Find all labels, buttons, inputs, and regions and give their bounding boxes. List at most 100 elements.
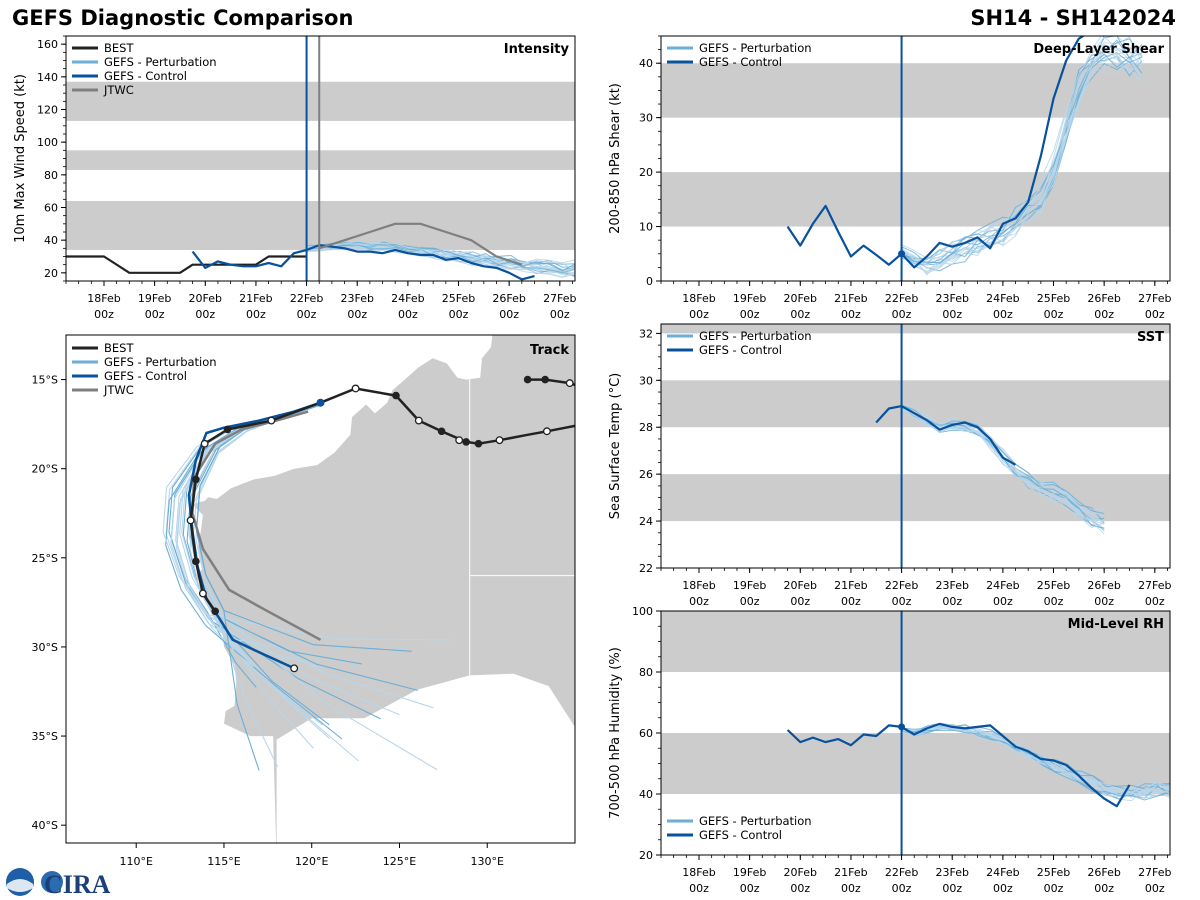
legend-label: GEFS - Perturbation bbox=[699, 41, 812, 55]
best-track-point-open bbox=[565, 379, 574, 388]
x-tick-label-date: 25Feb bbox=[1037, 866, 1070, 879]
x-tick-label-date: 19Feb bbox=[733, 292, 766, 305]
legend-label: GEFS - Control bbox=[699, 828, 782, 842]
threshold-band bbox=[661, 324, 1170, 334]
legend-label: GEFS - Perturbation bbox=[104, 355, 217, 369]
threshold-band bbox=[661, 611, 1170, 672]
x-tick-label-date: 20Feb bbox=[189, 292, 222, 305]
best-track-point-open bbox=[267, 416, 276, 425]
lat-tick-label: 20°S bbox=[32, 463, 58, 476]
best-track-point-open bbox=[455, 436, 464, 445]
y-tick-label: 120 bbox=[37, 104, 58, 117]
x-tick-label-date: 21Feb bbox=[834, 292, 867, 305]
axes-frame bbox=[660, 323, 1171, 569]
x-tick-label-date: 20Feb bbox=[784, 866, 817, 879]
legend-label: GEFS - Control bbox=[699, 343, 782, 357]
best-track-point-open bbox=[495, 436, 504, 445]
y-tick-label: 30 bbox=[639, 374, 653, 387]
lat-tick-label: 15°S bbox=[32, 374, 58, 387]
x-tick-label-date: 25Feb bbox=[1037, 579, 1070, 592]
perturbation-member-line bbox=[901, 729, 1170, 801]
x-tick-label-date: 24Feb bbox=[986, 866, 1019, 879]
x-tick-label-date: 26Feb bbox=[1087, 866, 1120, 879]
lon-tick-label: 115°E bbox=[207, 855, 240, 868]
x-tick-label-hour: 00z bbox=[790, 595, 810, 608]
best-track-point bbox=[437, 427, 446, 436]
x-tick-label-hour: 00z bbox=[740, 595, 760, 608]
y-tick-label: 40 bbox=[44, 234, 58, 247]
x-tick-label-hour: 00z bbox=[689, 882, 709, 895]
legend-label: GEFS - Perturbation bbox=[699, 329, 812, 343]
x-tick-label-date: 27Feb bbox=[1138, 579, 1171, 592]
x-tick-label-hour: 00z bbox=[195, 308, 215, 321]
perturbation-member-line bbox=[901, 52, 1143, 264]
x-tick-label-hour: 00z bbox=[1044, 882, 1064, 895]
perturbation-member-line bbox=[901, 43, 1143, 261]
track-map: 110°E 115°E 120°E 125°E 130°E 15°S 20°S 25°S 30°… bbox=[32, 334, 576, 868]
x-tick-label-date: 25Feb bbox=[442, 292, 475, 305]
x-tick-label-date: 23Feb bbox=[935, 579, 968, 592]
x-tick-label-date: 23Feb bbox=[935, 866, 968, 879]
x-tick-label-hour: 00z bbox=[740, 308, 760, 321]
best-track-point-open bbox=[414, 416, 423, 425]
lat-tick-label: 35°S bbox=[32, 730, 58, 743]
lat-tick-label: 25°S bbox=[32, 552, 58, 565]
best-track-point bbox=[541, 375, 549, 384]
best-track-point bbox=[392, 391, 400, 400]
x-tick-label-hour: 00z bbox=[1145, 308, 1165, 321]
legend-label: GEFS - Control bbox=[104, 69, 187, 83]
y-axis-label: Sea Surface Temp (°C) bbox=[608, 373, 623, 520]
map-frame bbox=[65, 334, 576, 844]
y-tick-label: 80 bbox=[639, 666, 653, 679]
best-track-point bbox=[474, 439, 483, 448]
x-tick-label-hour: 00z bbox=[892, 882, 912, 895]
jtwc-series-line bbox=[318, 222, 523, 266]
storm-id: SH14 - SH142024 bbox=[970, 6, 1176, 30]
x-tick-label-hour: 00z bbox=[398, 308, 418, 321]
x-tick-label-hour: 00z bbox=[689, 595, 709, 608]
chart-sst: 22 24 26 28 30 32 Sea Surface Temp (°C) 18Feb 00… bbox=[608, 323, 1172, 608]
noaa-cira-logo: CIRA bbox=[6, 868, 111, 898]
x-tick-label-hour: 00z bbox=[449, 308, 469, 321]
y-tick-label: 60 bbox=[44, 202, 58, 215]
best-track-point bbox=[523, 375, 532, 384]
x-tick-label-date: 19Feb bbox=[138, 292, 171, 305]
panel-title: Intensity bbox=[504, 42, 570, 57]
lon-tick-label: 120°E bbox=[295, 855, 328, 868]
y-tick-label: 140 bbox=[37, 71, 58, 84]
chart-intensity: 20 40 60 80 100 120 140 160 10m Max Wind Speed (… bbox=[13, 35, 577, 321]
x-tick-label-hour: 00z bbox=[1094, 308, 1114, 321]
x-tick-label-hour: 00z bbox=[94, 308, 114, 321]
plot-area bbox=[661, 36, 1170, 276]
best-track-point-open bbox=[290, 664, 299, 673]
y-axis-label: 700-500 hPa Humidity (%) bbox=[608, 647, 623, 819]
x-tick-label-hour: 00z bbox=[790, 308, 810, 321]
legend-label: GEFS - Perturbation bbox=[104, 55, 217, 69]
lat-tick-label: 40°S bbox=[32, 819, 58, 832]
x-tick-label-hour: 00z bbox=[689, 308, 709, 321]
x-tick-label-date: 22Feb bbox=[885, 579, 918, 592]
x-tick-label-date: 20Feb bbox=[784, 292, 817, 305]
chart-shear: 0 10 20 30 40 200-850 hPa Shear (kt) 18Feb 00z 1… bbox=[608, 35, 1172, 321]
y-tick-label: 160 bbox=[37, 38, 58, 51]
legend-label: GEFS - Control bbox=[104, 369, 187, 383]
best-track-point-open bbox=[200, 439, 209, 448]
y-tick-label: 22 bbox=[639, 562, 653, 575]
x-tick-label-hour: 00z bbox=[1145, 595, 1165, 608]
x-tick-label-date: 22Feb bbox=[290, 292, 323, 305]
chart-rh: 20 40 60 80 100 700-500 hPa Humidity (%) 18Feb… bbox=[608, 605, 1172, 895]
x-tick-label-date: 23Feb bbox=[935, 292, 968, 305]
y-tick-label: 26 bbox=[639, 468, 653, 481]
x-tick-label-date: 19Feb bbox=[733, 866, 766, 879]
y-tick-label: 20 bbox=[639, 166, 653, 179]
legend-label: BEST bbox=[104, 41, 134, 55]
lon-tick-label: 130°E bbox=[471, 855, 504, 868]
control-series-line bbox=[786, 36, 1105, 269]
perturbation-member-line bbox=[901, 403, 1105, 517]
x-tick-label-hour: 00z bbox=[942, 308, 962, 321]
best-track-point bbox=[211, 607, 219, 616]
x-tick-label-date: 18Feb bbox=[682, 579, 715, 592]
x-tick-label-date: 24Feb bbox=[986, 579, 1019, 592]
x-tick-label-date: 27Feb bbox=[1138, 866, 1171, 879]
